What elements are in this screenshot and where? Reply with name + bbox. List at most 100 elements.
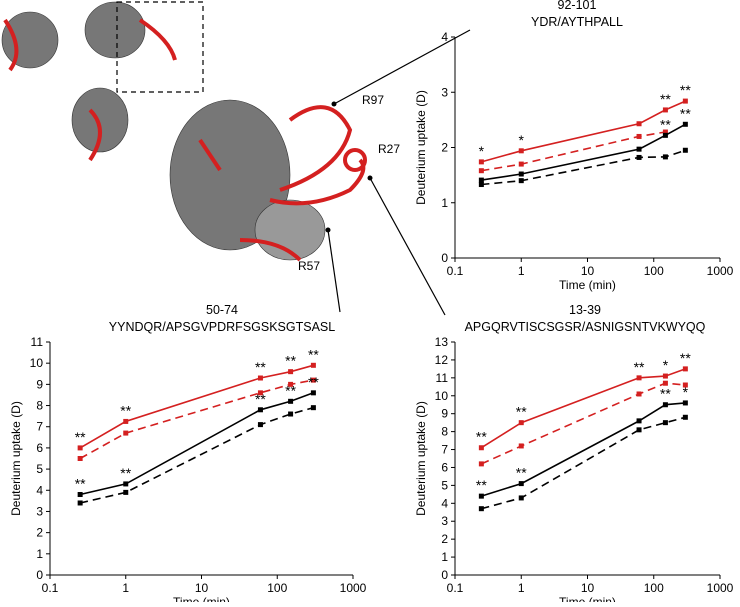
series-line bbox=[481, 131, 666, 172]
y-axis-label: Deuterium uptake (D) bbox=[414, 401, 428, 516]
significance: ** bbox=[660, 91, 671, 107]
x-tick-label: 10 bbox=[195, 581, 209, 595]
x-tick-label: 0.1 bbox=[42, 581, 59, 595]
residue-label: R27 bbox=[378, 142, 400, 156]
significance: ** bbox=[75, 476, 86, 492]
data-point bbox=[123, 418, 129, 424]
data-point bbox=[77, 492, 83, 498]
y-tick-label: 13 bbox=[435, 335, 449, 349]
protein-structure: R97 R27 R57 bbox=[1, 1, 471, 316]
x-axis-label: Time (min) bbox=[559, 595, 616, 602]
x-tick-label: 10 bbox=[581, 581, 595, 595]
y-tick-label: 1 bbox=[36, 547, 43, 561]
significance: ** bbox=[476, 429, 487, 445]
significance: ** bbox=[255, 359, 266, 375]
series-line bbox=[79, 364, 314, 449]
data-point bbox=[682, 366, 688, 372]
chart-title: 92-101 bbox=[558, 0, 597, 12]
data-point bbox=[123, 430, 129, 436]
y-tick-label: 11 bbox=[31, 335, 44, 349]
data-point bbox=[636, 418, 642, 424]
significance: ** bbox=[516, 404, 527, 420]
data-point bbox=[257, 390, 263, 396]
x-tick-label: 100 bbox=[267, 581, 287, 595]
y-tick-label: 9 bbox=[441, 407, 448, 421]
significance: ** bbox=[308, 374, 319, 390]
y-tick-label: 9 bbox=[36, 377, 43, 391]
data-point bbox=[288, 398, 294, 404]
x-tick-label: 1 bbox=[518, 264, 525, 278]
y-tick-label: 3 bbox=[441, 85, 448, 99]
significance: ** bbox=[308, 346, 319, 362]
y-tick-label: 0 bbox=[36, 568, 43, 582]
data-point bbox=[682, 98, 688, 104]
y-tick-label: 5 bbox=[36, 462, 43, 476]
series-line bbox=[481, 416, 686, 510]
x-tick-label: 10 bbox=[581, 264, 595, 278]
significance: ** bbox=[660, 116, 671, 132]
data-point bbox=[77, 456, 83, 461]
y-tick-label: 1 bbox=[441, 196, 448, 210]
y-tick-label: 2 bbox=[441, 532, 448, 546]
data-point bbox=[478, 493, 484, 499]
y-tick-label: 10 bbox=[435, 389, 449, 403]
chart-title: 50-74 bbox=[206, 303, 238, 317]
data-point bbox=[636, 154, 642, 160]
y-tick-label: 4 bbox=[441, 496, 448, 510]
data-point bbox=[662, 132, 668, 138]
x-tick-label: 1 bbox=[122, 581, 129, 595]
data-point bbox=[310, 377, 316, 383]
chart: 92-101 YDR/AYTHPALL 0 1 2 3 4 0.1 1 10 100 1000 Time… bbox=[414, 0, 734, 292]
x-tick-label: 1000 bbox=[340, 581, 367, 595]
data-point bbox=[662, 420, 668, 426]
y-tick-label: 10 bbox=[30, 356, 44, 370]
y-tick-label: 11 bbox=[436, 371, 449, 385]
y-axis-label: Deuterium uptake (D) bbox=[414, 90, 428, 205]
data-point bbox=[682, 382, 688, 388]
data-point bbox=[518, 171, 524, 177]
y-tick-label: 8 bbox=[441, 425, 448, 439]
data-point bbox=[518, 420, 524, 426]
y-tick-label: 4 bbox=[441, 30, 448, 44]
series-line bbox=[79, 406, 314, 504]
significance: ** bbox=[516, 465, 527, 481]
data-point bbox=[478, 177, 484, 183]
data-point bbox=[662, 129, 668, 135]
significance: ** bbox=[285, 382, 296, 398]
y-tick-label: 3 bbox=[36, 504, 43, 518]
chart: 13-39APGQRVTISCSGSR/ASNIGSNTVKWYQQ012345… bbox=[414, 303, 734, 607]
data-point bbox=[310, 390, 316, 396]
series-line bbox=[481, 100, 686, 163]
series-line bbox=[480, 368, 686, 449]
series-line bbox=[481, 149, 686, 186]
data-point bbox=[518, 148, 524, 154]
significance: ** bbox=[120, 402, 131, 418]
data-point bbox=[478, 445, 484, 451]
significance: ** bbox=[680, 82, 691, 98]
x-tick-label: 0.1 bbox=[447, 581, 464, 595]
data-point bbox=[310, 362, 316, 368]
x-tick-label: 0.1 bbox=[447, 264, 464, 278]
y-tick-label: 2 bbox=[36, 526, 43, 540]
data-point bbox=[518, 495, 524, 501]
chart-subtitle: APGQRVTISCSGSR/ASNIGSNTVKWYQQ bbox=[465, 320, 706, 334]
significance: * bbox=[479, 143, 485, 159]
significance: ** bbox=[660, 386, 671, 402]
x-tick-label: 1000 bbox=[707, 264, 734, 278]
data-point bbox=[662, 373, 668, 379]
significance: ** bbox=[680, 350, 691, 366]
y-axis-label: Deuterium uptake (D) bbox=[9, 401, 23, 516]
significance: ** bbox=[75, 429, 86, 445]
significance: ** bbox=[476, 477, 487, 493]
y-tick-label: 8 bbox=[36, 399, 43, 413]
x-axis-label: Time (min) bbox=[173, 595, 230, 602]
data-point bbox=[478, 159, 484, 165]
data-point bbox=[518, 481, 524, 487]
y-tick-label: 0 bbox=[441, 251, 448, 265]
y-tick-label: 6 bbox=[36, 441, 43, 455]
data-point bbox=[518, 178, 524, 184]
data-point bbox=[257, 375, 263, 381]
y-tick-label: 6 bbox=[441, 460, 448, 474]
chart: 50-74 YYNDQR/APSGVPDRFSGSKSGTSASL 0 1 2 3 4 5 6 7… bbox=[9, 303, 367, 607]
